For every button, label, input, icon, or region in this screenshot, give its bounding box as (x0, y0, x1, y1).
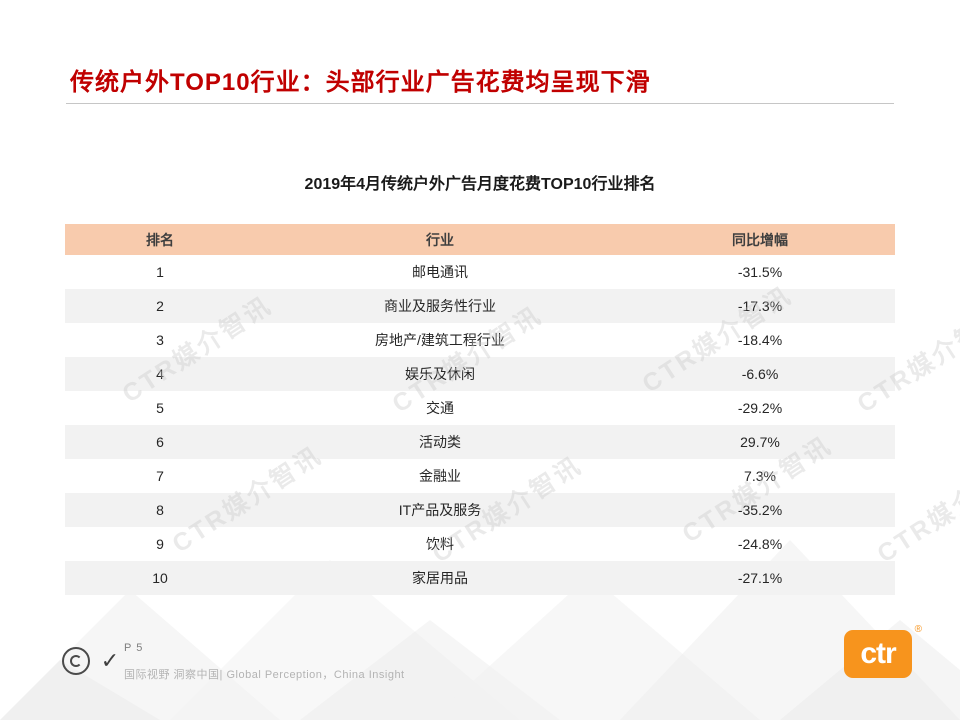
yoy-cell: -18.4% (737, 332, 783, 348)
table-row: 7 金融业 7.3% (65, 459, 895, 493)
industry-cell: 娱乐及休闲 (405, 366, 475, 382)
industry-cell: 商业及服务性行业 (384, 298, 496, 314)
table-row: 1 邮电通讯 -31.5% (65, 255, 895, 289)
yoy-cell: -6.6% (741, 366, 779, 382)
industry-cell: 房地产/建筑工程行业 (375, 332, 505, 348)
table-row: 4 娱乐及休闲 -6.6% (65, 357, 895, 391)
col-header-rank: 排名 (65, 224, 255, 255)
industry-cell: 活动类 (419, 434, 461, 450)
table-row: 5 交通 -29.2% (65, 391, 895, 425)
yoy-cell: 7.3% (744, 468, 776, 484)
yoy-cell: -31.5% (737, 264, 783, 280)
yoy-cell: -29.2% (737, 400, 783, 416)
rank-cell: 10 (152, 570, 168, 586)
table-row: 9 饮料 -24.8% (65, 527, 895, 561)
footer: ✓ P 5 国际视野 洞察中国| Global Perception，China… (0, 624, 960, 720)
page-title: 传统户外TOP10行业：头部行业广告花费均呈现下滑 (70, 69, 651, 96)
yoy-cell: 29.7% (740, 434, 780, 450)
rank-cell: 1 (156, 264, 164, 280)
rank-cell: 8 (156, 502, 164, 518)
certification-badge-1-mark (70, 655, 82, 667)
rank-cell: 5 (156, 400, 164, 416)
title-divider (66, 103, 894, 104)
rank-cell: 3 (156, 332, 164, 348)
footer-tagline: 国际视野 洞察中国| Global Perception，China Insig… (124, 669, 405, 681)
page-number: P 5 (124, 642, 144, 654)
ranking-table: 排名 行业 同比增幅 1 邮电通讯 -31.5% 2 商业及服务性行业 -17.… (65, 224, 895, 595)
rank-cell: 9 (156, 536, 164, 552)
industry-cell: 交通 (426, 400, 454, 416)
industry-cell: IT产品及服务 (398, 502, 482, 518)
yoy-cell: -17.3% (737, 298, 783, 314)
table-caption: 2019年4月传统户外广告月度花费TOP10行业排名 (304, 176, 656, 193)
industry-cell: 家居用品 (412, 570, 468, 586)
yoy-cell: -24.8% (737, 536, 783, 552)
table-row: 8 IT产品及服务 -35.2% (65, 493, 895, 527)
table-row: 10 家居用品 -27.1% (65, 561, 895, 595)
industry-cell: 邮电通讯 (412, 264, 468, 280)
table-row: 2 商业及服务性行业 -17.3% (65, 289, 895, 323)
col-header-yoy: 同比增幅 (625, 224, 895, 255)
yoy-cell: -27.1% (737, 570, 783, 586)
rank-cell: 2 (156, 298, 164, 314)
table-row: 6 活动类 29.7% (65, 425, 895, 459)
certification-badges: ✓ (62, 646, 122, 676)
ctr-logo-text: ctr (860, 637, 896, 670)
table-header-row: 排名 行业 同比增幅 (65, 224, 895, 255)
table-row: 3 房地产/建筑工程行业 -18.4% (65, 323, 895, 357)
rank-cell: 4 (156, 366, 164, 382)
ctr-logo: ctr (844, 630, 912, 678)
certification-badge-2: ✓ (100, 648, 120, 673)
yoy-cell: -35.2% (737, 502, 783, 518)
certification-badge-1 (62, 647, 90, 675)
rank-cell: 6 (156, 434, 164, 450)
registered-trademark-mark: ® (914, 624, 922, 635)
industry-cell: 金融业 (419, 468, 461, 484)
col-header-industry: 行业 (255, 224, 625, 255)
rank-cell: 7 (156, 468, 164, 484)
industry-cell: 饮料 (426, 536, 454, 552)
